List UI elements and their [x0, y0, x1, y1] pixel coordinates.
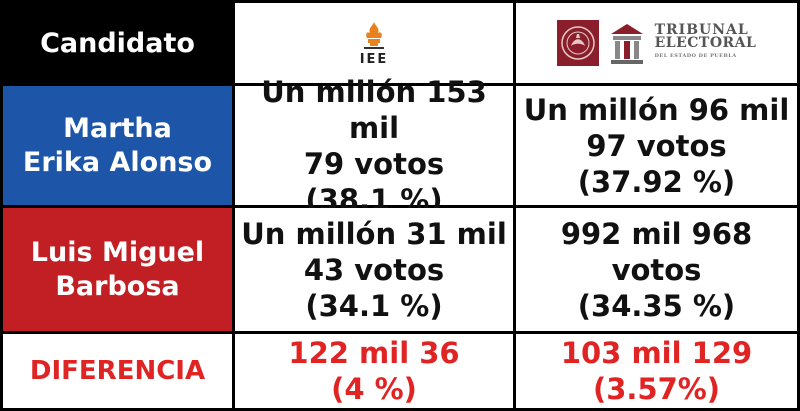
tribunal-result-cell: 992 mil 968 votos (34.35 %) [516, 208, 797, 334]
tribunal-logo: TRIBUNAL ELECTORAL DEL ESTADO DE PUEBLA [556, 20, 757, 66]
tribunal-logo-text: TRIBUNAL ELECTORAL DEL ESTADO DE PUEBLA [654, 21, 757, 63]
tribunal-difference-cell: 103 mil 129 (3.57%) [516, 334, 797, 408]
iee-result-cell: Un millón 31 mil 43 votos (34.1 %) [235, 208, 516, 334]
tribunal-building-icon [610, 24, 643, 64]
difference-label-cell: DIFERENCIA [3, 334, 235, 408]
iee-header: IEE [235, 3, 516, 86]
candidate-header-label: Candidato [40, 27, 195, 59]
candidate-header: Candidato [3, 3, 235, 86]
iee-logo-text: IEE [359, 51, 389, 67]
iee-result-cell: Un millón 153 mil 79 votos (38.1 %) [235, 75, 516, 217]
candidate-name-cell: Luis Miguel Barbosa [3, 208, 235, 334]
tribunal-logo-line1: TRIBUNAL [654, 21, 749, 38]
candidate-name: Luis Miguel Barbosa [30, 236, 205, 302]
tribunal-header: TRIBUNAL ELECTORAL DEL ESTADO DE PUEBLA [516, 3, 797, 86]
tribunal-logo-line3: DEL ESTADO DE PUEBLA [654, 52, 737, 59]
tribunal-result-cell: Un millón 96 mil 97 votos (37.92 %) [516, 86, 797, 208]
iee-difference-cell: 122 mil 36 (4 %) [235, 334, 516, 408]
difference-label: DIFERENCIA [29, 356, 206, 386]
iee-torch-icon [364, 21, 384, 49]
mexico-seal-icon [556, 20, 599, 66]
candidate-name-cell: Martha Erika Alonso [3, 86, 235, 208]
candidate-name: Martha Erika Alonso [22, 112, 213, 178]
tribunal-logo-line2: ELECTORAL [654, 34, 757, 51]
iee-logo: IEE [359, 20, 389, 67]
